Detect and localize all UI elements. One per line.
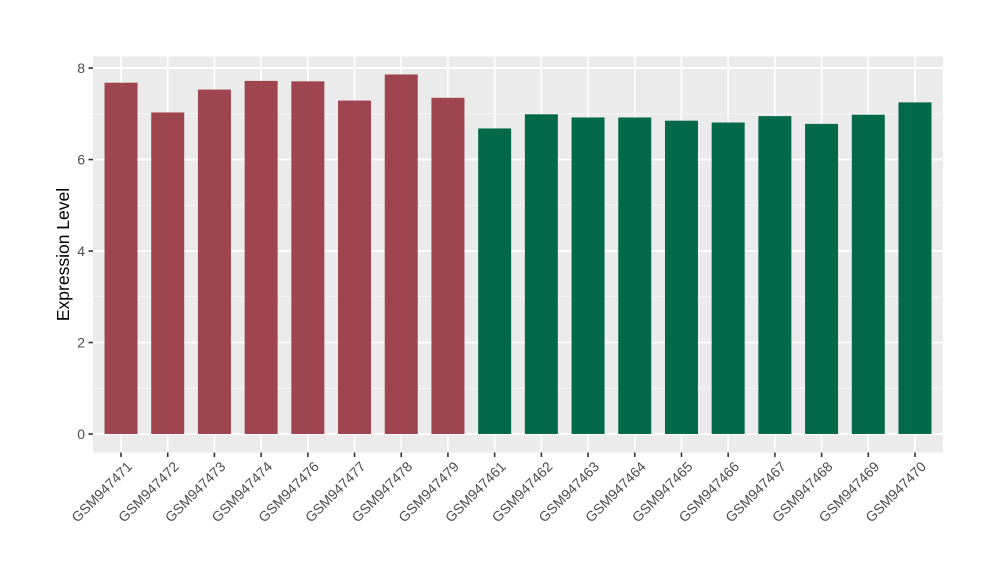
- bar-GSM947479: [431, 97, 465, 434]
- y-tick-label: 2: [77, 335, 85, 351]
- bar-GSM947477: [338, 100, 372, 435]
- bar-GSM947471: [104, 82, 138, 434]
- bar-GSM947465: [664, 120, 698, 434]
- bar-GSM947478: [384, 74, 418, 435]
- bar-GSM947464: [618, 117, 652, 435]
- bar-GSM947469: [851, 114, 885, 434]
- y-tick-label: 6: [77, 152, 85, 168]
- bar-GSM947472: [151, 112, 185, 434]
- bar-GSM947473: [197, 89, 231, 435]
- bar-GSM947474: [244, 80, 278, 434]
- y-tick-label: 4: [77, 243, 85, 259]
- bar-GSM947468: [805, 123, 839, 434]
- y-tick-label: 8: [77, 60, 85, 76]
- y-tick-label: 0: [77, 426, 85, 442]
- bar-GSM947463: [571, 117, 605, 435]
- bar-GSM947467: [758, 116, 792, 435]
- plot-panel: [93, 56, 943, 453]
- bar-GSM947470: [898, 102, 932, 434]
- bar-GSM947476: [291, 81, 325, 434]
- bar-GSM947462: [524, 114, 558, 434]
- bar-GSM947466: [711, 122, 745, 435]
- y-axis-title: Expression Level: [53, 188, 73, 321]
- bar-GSM947461: [478, 128, 512, 435]
